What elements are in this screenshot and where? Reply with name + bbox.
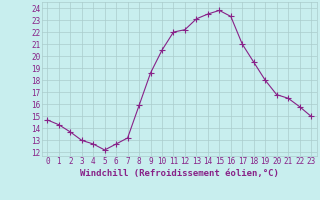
X-axis label: Windchill (Refroidissement éolien,°C): Windchill (Refroidissement éolien,°C) [80, 169, 279, 178]
